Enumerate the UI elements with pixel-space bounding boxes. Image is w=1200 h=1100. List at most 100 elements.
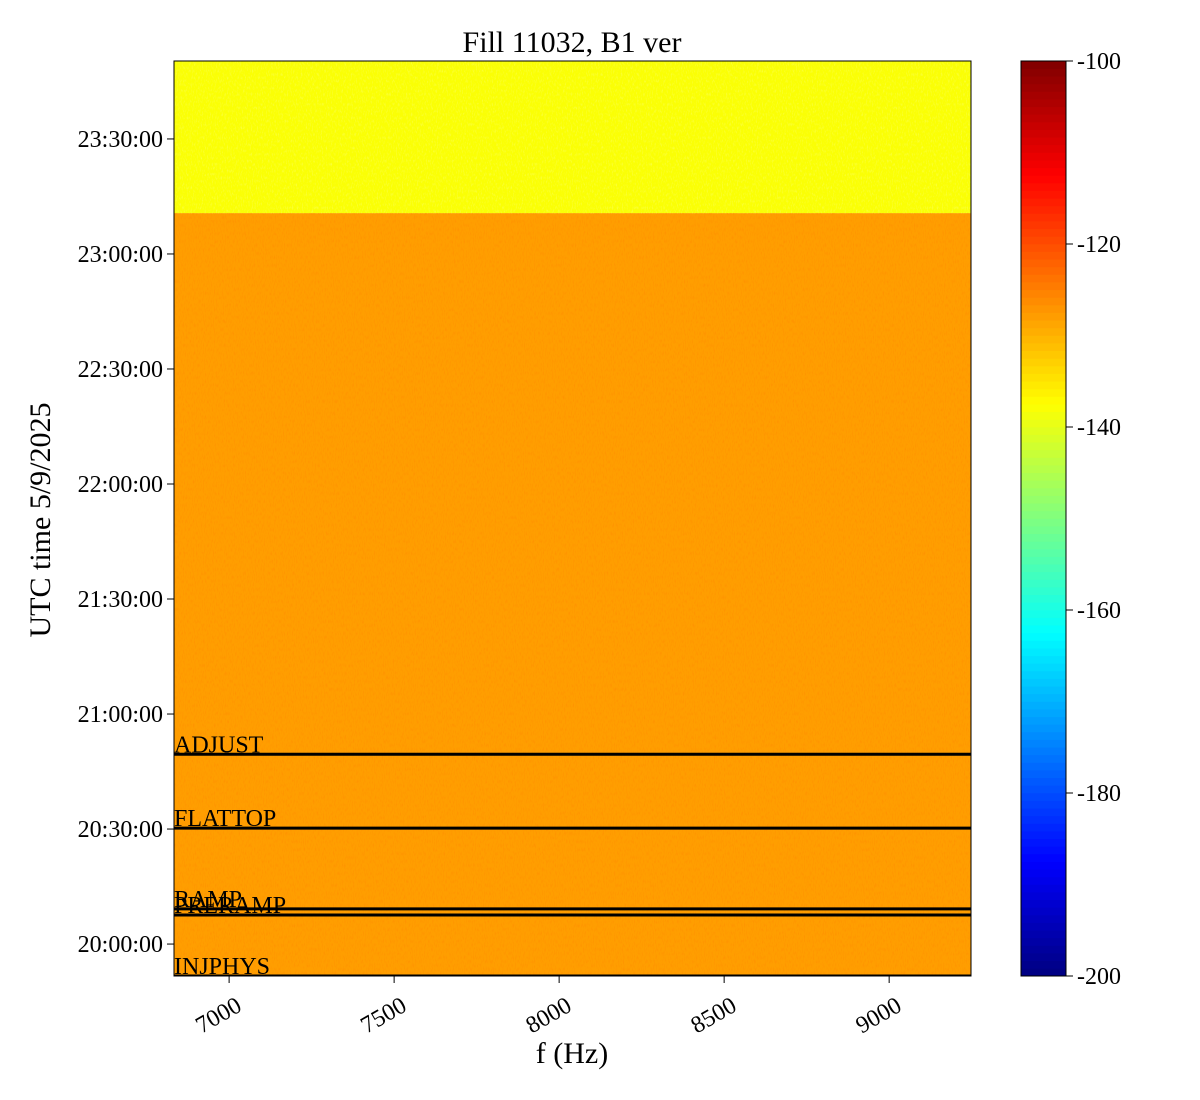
colorbar-step (1021, 708, 1066, 718)
plot-frame (173, 60, 972, 977)
colorbar-step (1021, 746, 1066, 756)
event-label: FLATTOP (174, 806, 276, 832)
colorbar-step (1021, 655, 1066, 664)
colorbar-step (1021, 663, 1066, 672)
colorbar-step (1021, 800, 1066, 809)
colorbar-step (1021, 823, 1066, 832)
colorbar-step (1021, 617, 1066, 626)
colorbar-tick-label: -200 (1077, 964, 1121, 990)
colorbar-step (1021, 632, 1066, 641)
colorbar-tick-label: -180 (1077, 781, 1121, 807)
colorbar-frame (1020, 60, 1067, 977)
colorbar-step (1021, 365, 1066, 374)
colorbar-step (1021, 891, 1066, 901)
colorbar-step (1021, 968, 1066, 977)
colorbar-step (1021, 914, 1066, 923)
colorbar-step (1021, 594, 1066, 603)
colorbar-step (1021, 83, 1066, 92)
colorbar-step (1021, 152, 1066, 161)
colorbar-step (1021, 91, 1066, 100)
colorbar-step (1021, 388, 1066, 397)
y-tick-label: 20:00:00 (78, 932, 163, 958)
colorbar-step (1021, 220, 1066, 230)
colorbar-step (1021, 807, 1066, 817)
y-tick-label: 22:00:00 (78, 472, 163, 498)
noise-texture (174, 61, 971, 214)
colorbar-step (1021, 68, 1066, 77)
colorbar-step (1021, 327, 1066, 336)
colorbar-step (1021, 556, 1066, 565)
colorbar-step (1021, 281, 1066, 291)
colorbar-step (1021, 236, 1066, 245)
colorbar-step (1021, 899, 1066, 908)
colorbar-step (1021, 777, 1066, 786)
y-tick-label: 23:00:00 (78, 242, 163, 268)
noise-texture (174, 213, 971, 976)
colorbar-step (1021, 838, 1066, 847)
colorbar-step (1021, 114, 1066, 123)
colorbar-step (1021, 624, 1066, 634)
colorbar-step (1021, 190, 1066, 199)
y-tick-label: 20:30:00 (78, 817, 163, 843)
y-axis-label: UTC time 5/9/2025 (24, 403, 57, 638)
chart-title: Fill 11032, B1 ver (463, 26, 682, 59)
colorbar-step (1021, 693, 1066, 702)
colorbar-step (1021, 319, 1066, 329)
colorbar-step (1021, 884, 1066, 893)
colorbar-step (1021, 411, 1066, 420)
colorbar-step (1021, 464, 1066, 474)
colorbar-tick-label: -140 (1077, 415, 1121, 441)
colorbar-step (1021, 731, 1066, 740)
colorbar-step (1021, 472, 1066, 481)
colorbar-step (1021, 853, 1066, 862)
colorbar-step (1021, 579, 1066, 588)
colorbar-step (1021, 266, 1066, 275)
colorbar-step (1021, 213, 1066, 222)
colorbar-step (1021, 563, 1066, 573)
colorbar-step (1021, 312, 1066, 321)
x-axis-label: f (Hz) (536, 1037, 608, 1070)
colorbar-step (1021, 609, 1066, 618)
colorbar-step (1021, 129, 1066, 138)
colorbar-step (1021, 403, 1066, 413)
colorbar-step (1021, 830, 1066, 840)
colorbar-step (1021, 136, 1066, 146)
x-tick-label: 7500 (357, 993, 412, 1040)
x-tick-label: 9000 (852, 993, 907, 1040)
colorbar-step (1021, 678, 1066, 687)
colorbar-step (1021, 175, 1066, 184)
colorbar-step (1021, 510, 1066, 519)
colorbar-step (1021, 258, 1066, 268)
colorbar-step (1021, 868, 1066, 878)
event-label: ADJUST (174, 732, 264, 758)
colorbar-step (1021, 846, 1066, 855)
colorbar-step (1021, 144, 1066, 153)
colorbar-step (1021, 121, 1066, 130)
colorbar-tick-label: -100 (1077, 49, 1121, 75)
colorbar-tick-label: -120 (1077, 232, 1121, 258)
colorbar-step (1021, 159, 1066, 169)
colorbar-step (1021, 243, 1066, 252)
event-label: INJPHYS (174, 954, 270, 980)
colorbar-step (1021, 670, 1066, 679)
colorbar-step (1021, 586, 1066, 596)
colorbar-step (1021, 434, 1066, 443)
colorbar-step (1021, 197, 1066, 207)
x-tick-label: 8500 (687, 993, 742, 1040)
y-tick-label: 21:00:00 (78, 702, 163, 728)
y-tick-label: 22:30:00 (78, 357, 163, 383)
colorbar-step (1021, 541, 1066, 550)
colorbar-step (1021, 182, 1066, 191)
colorbar-step (1021, 297, 1066, 306)
colorbar-step (1021, 640, 1066, 649)
colorbar-step (1021, 945, 1066, 954)
colorbar-step (1021, 98, 1066, 108)
colorbar-step (1021, 769, 1066, 779)
event-label: PRERAMP (174, 893, 286, 919)
colorbar-step (1021, 602, 1066, 611)
colorbar-step (1021, 487, 1066, 496)
colorbar-step (1021, 335, 1066, 344)
colorbar-step (1021, 106, 1066, 115)
colorbar-step (1021, 716, 1066, 725)
colorbar-step (1021, 724, 1066, 733)
